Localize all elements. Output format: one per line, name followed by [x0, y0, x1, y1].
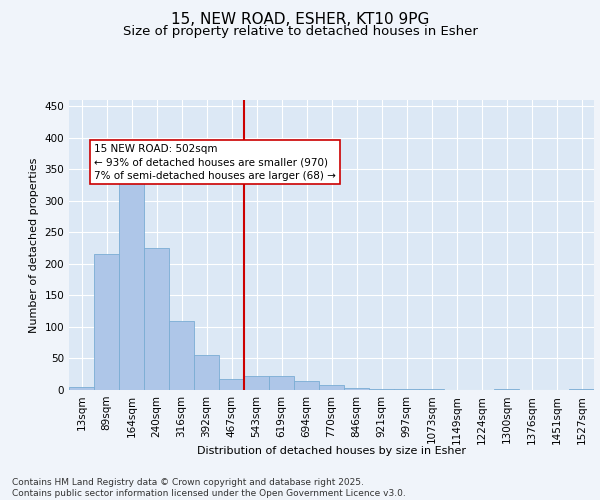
Text: 15, NEW ROAD, ESHER, KT10 9PG: 15, NEW ROAD, ESHER, KT10 9PG [171, 12, 429, 28]
Bar [344, 388, 369, 390]
Text: Contains HM Land Registry data © Crown copyright and database right 2025.
Contai: Contains HM Land Registry data © Crown c… [12, 478, 406, 498]
Bar [319, 385, 344, 390]
Bar [144, 248, 169, 390]
Bar [244, 376, 269, 390]
Bar [194, 356, 219, 390]
X-axis label: Distribution of detached houses by size in Esher: Distribution of detached houses by size … [197, 446, 466, 456]
Text: 15 NEW ROAD: 502sqm
← 93% of detached houses are smaller (970)
7% of semi-detach: 15 NEW ROAD: 502sqm ← 93% of detached ho… [94, 144, 336, 180]
Bar [369, 388, 394, 390]
Text: Size of property relative to detached houses in Esher: Size of property relative to detached ho… [122, 25, 478, 38]
Bar [94, 254, 119, 390]
Bar [119, 176, 144, 390]
Y-axis label: Number of detached properties: Number of detached properties [29, 158, 39, 332]
Bar [294, 380, 319, 390]
Bar [269, 376, 294, 390]
Bar [69, 387, 94, 390]
Bar [219, 378, 244, 390]
Bar [169, 320, 194, 390]
